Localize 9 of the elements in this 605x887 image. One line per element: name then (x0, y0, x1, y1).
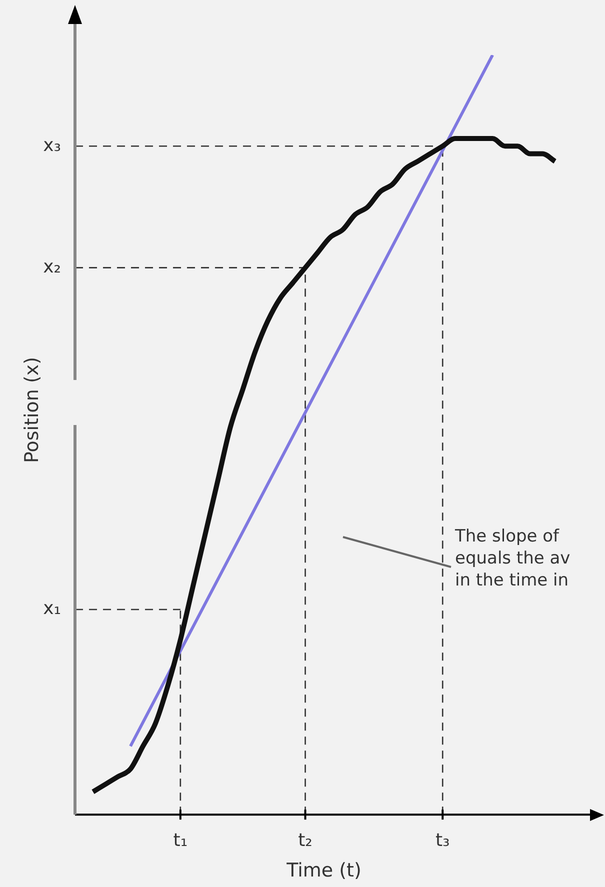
y-axis-title: Position (x) (20, 356, 43, 464)
annotation: The slope of equals the av in the time in (454, 526, 570, 590)
ref-line-label: x₃ (43, 134, 61, 156)
x-tick-label: t₃ (435, 830, 450, 852)
x-tick-label: t₁ (173, 830, 188, 852)
ref-line-label: x₂ (43, 256, 61, 278)
x-tick-label: t₂ (298, 830, 312, 852)
x-axis-title: Time (t) (286, 860, 362, 882)
ref-line-label: x₁ (43, 598, 61, 620)
